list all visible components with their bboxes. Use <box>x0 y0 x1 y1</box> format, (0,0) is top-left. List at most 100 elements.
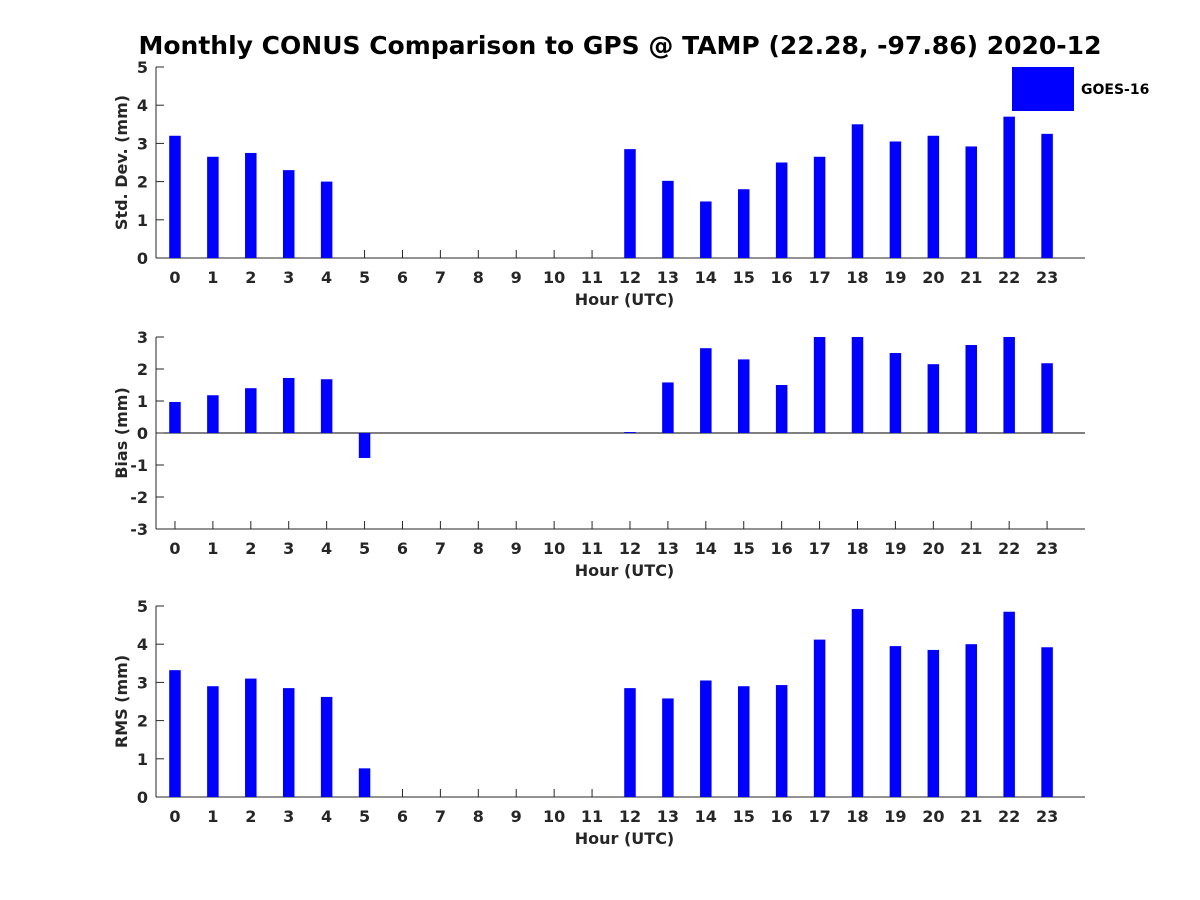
x-tick-label: 15 <box>733 807 755 826</box>
bar-hour-4 <box>320 379 333 433</box>
chart-title: Monthly CONUS Comparison to GPS @ TAMP (… <box>139 31 1102 60</box>
x-tick-label: 17 <box>808 807 830 826</box>
bar-hour-19 <box>889 353 902 433</box>
x-tick-label: 2 <box>245 539 256 558</box>
bar-hour-20 <box>927 649 940 797</box>
x-tick-label: 1 <box>207 268 218 287</box>
y-tick-label: 3 <box>137 134 148 153</box>
x-tick-label: 20 <box>922 539 944 558</box>
x-tick-label: 1 <box>207 807 218 826</box>
x-tick-label: 23 <box>1036 807 1058 826</box>
y-axis-label: Bias (mm) <box>112 387 131 479</box>
bar-hour-5 <box>358 768 371 797</box>
bar-hour-12 <box>624 432 636 434</box>
x-tick-label: 12 <box>619 539 641 558</box>
x-tick-label: 9 <box>511 539 522 558</box>
x-tick-label: 18 <box>846 268 868 287</box>
x-tick-label: 17 <box>808 268 830 287</box>
x-tick-label: 3 <box>283 807 294 826</box>
x-tick-label: 14 <box>695 807 717 826</box>
bar-hour-14 <box>700 201 712 258</box>
x-tick-label: 10 <box>543 268 565 287</box>
bar-hour-3 <box>282 377 295 433</box>
bar-hour-20 <box>927 364 940 433</box>
x-tick-label: 19 <box>884 807 906 826</box>
bar-hour-15 <box>737 359 750 433</box>
bar-hour-15 <box>737 686 750 797</box>
bar-hour-2 <box>245 678 257 797</box>
bar-hour-13 <box>662 698 674 797</box>
bar-hour-19 <box>889 646 902 797</box>
x-tick-label: 10 <box>543 807 565 826</box>
bar-hour-17 <box>813 156 826 258</box>
bar-hour-23 <box>1041 363 1053 433</box>
bar-hour-4 <box>320 181 333 258</box>
x-tick-label: 21 <box>960 268 982 287</box>
x-tick-label: 8 <box>473 268 484 287</box>
x-tick-label: 18 <box>846 807 868 826</box>
x-tick-label: 0 <box>169 268 180 287</box>
bar-hour-17 <box>813 639 826 797</box>
y-tick-label: -3 <box>130 520 148 539</box>
x-tick-label: 4 <box>321 539 332 558</box>
x-tick-label: 8 <box>473 539 484 558</box>
x-tick-label: 20 <box>922 807 944 826</box>
y-tick-label: 5 <box>137 597 148 616</box>
x-tick-label: 8 <box>473 807 484 826</box>
y-tick-label: 1 <box>137 211 148 230</box>
x-tick-label: 11 <box>581 268 603 287</box>
bar-hour-19 <box>889 141 902 258</box>
bar-hour-22 <box>1003 337 1015 433</box>
bar-hour-14 <box>700 680 712 797</box>
x-tick-label: 12 <box>619 807 641 826</box>
x-tick-label: 2 <box>245 268 256 287</box>
bar-hour-13 <box>662 382 674 433</box>
bar-hour-16 <box>775 162 788 258</box>
bar-hour-2 <box>245 388 257 433</box>
bar-hour-1 <box>207 686 219 797</box>
x-tick-label: 7 <box>435 539 446 558</box>
x-tick-label: 11 <box>581 539 603 558</box>
bar-hour-0 <box>169 670 181 797</box>
x-tick-label: 13 <box>657 268 679 287</box>
x-tick-label: 0 <box>169 539 180 558</box>
x-tick-label: 7 <box>435 268 446 287</box>
bar-hour-18 <box>851 124 864 258</box>
y-tick-label: -2 <box>130 488 148 507</box>
y-tick-label: 5 <box>137 58 148 77</box>
y-tick-label: 2 <box>137 712 148 731</box>
bar-hour-23 <box>1041 647 1053 797</box>
x-tick-label: 4 <box>321 268 332 287</box>
bar-hour-18 <box>851 609 864 797</box>
y-tick-label: 1 <box>137 392 148 411</box>
y-tick-label: 4 <box>137 635 148 654</box>
x-tick-label: 15 <box>733 268 755 287</box>
y-tick-label: 0 <box>137 249 148 268</box>
y-axis-label: Std. Dev. (mm) <box>112 95 131 230</box>
x-tick-label: 2 <box>245 807 256 826</box>
bar-hour-18 <box>851 337 864 433</box>
bar-hour-21 <box>965 644 977 797</box>
bar-hour-22 <box>1003 116 1015 258</box>
y-tick-label: 0 <box>137 788 148 807</box>
bar-hour-3 <box>282 170 295 258</box>
x-tick-label: 18 <box>846 539 868 558</box>
legend-swatch-goes16 <box>1012 67 1074 111</box>
x-tick-label: 23 <box>1036 539 1058 558</box>
y-axis-label: RMS (mm) <box>112 655 131 748</box>
x-tick-label: 16 <box>771 807 793 826</box>
x-tick-label: 4 <box>321 807 332 826</box>
bar-hour-4 <box>320 696 333 797</box>
x-tick-label: 1 <box>207 539 218 558</box>
bar-hour-14 <box>700 348 712 433</box>
x-tick-label: 6 <box>397 807 408 826</box>
bar-hour-1 <box>207 395 219 433</box>
bar-hour-5 <box>358 433 371 458</box>
y-tick-label: 3 <box>137 328 148 347</box>
bar-hour-16 <box>775 385 788 433</box>
x-tick-label: 13 <box>657 807 679 826</box>
x-tick-label: 22 <box>998 268 1020 287</box>
